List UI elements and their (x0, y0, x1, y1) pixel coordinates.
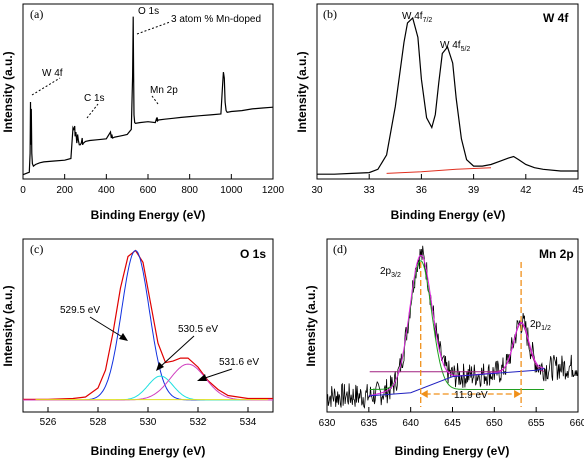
panel-a-tick-label: 600 (140, 185, 157, 196)
annotation-o1s: O 1s (138, 6, 159, 17)
panel-d-tick-label: 635 (360, 418, 377, 429)
panel-b-series-0 (317, 16, 578, 175)
panel-d-mn2p: (d) Mn 2p Binding Energy (eV) Intensity … (304, 238, 584, 458)
annotation-w4f72: W 4f7/2 (402, 11, 432, 24)
mn2p-pointer (151, 95, 159, 105)
panel-b-series-1 (386, 167, 492, 174)
annotation-mn-doped: 3 atom % Mn-doped (171, 14, 261, 25)
c1s-pointer (86, 103, 99, 119)
panel-c-label: (c) (30, 242, 43, 256)
panel-d-title: Mn 2p (539, 247, 574, 261)
arrowhead-529-5 (119, 333, 128, 341)
panel-a-tick-label: 200 (56, 185, 73, 196)
panel-a-tick-label: 1000 (220, 185, 243, 196)
arrowhead-531-6 (197, 374, 207, 381)
panel-b-tick-label: 36 (416, 185, 428, 196)
annotation-w4f: W 4f (42, 68, 63, 79)
panel-a-xlabel: Binding Energy (eV) (91, 208, 206, 222)
panel-b-tick-label: 39 (468, 185, 480, 196)
mn-doped-pointer (136, 21, 171, 35)
panel-b-tick-label: 45 (572, 185, 584, 196)
arrowhead-530-5 (156, 362, 164, 371)
panel-b-w4f: (b) W 4f Binding Energy (eV) Intensity (… (295, 3, 584, 222)
panel-b-xlabel: Binding Energy (eV) (391, 208, 506, 222)
panel-a-tick-label: 400 (98, 185, 115, 196)
arrow-529-5 (89, 316, 125, 339)
panel-a-label: (a) (30, 7, 43, 21)
panel-a-frame (22, 3, 274, 180)
panel-c-series-0 (23, 249, 273, 400)
panel-a-tick-label: 0 (20, 185, 26, 196)
arrow-530-5 (159, 335, 195, 368)
panel-d-tick-label: 640 (402, 418, 419, 429)
annotation-2p12: 2p1/2 (530, 319, 551, 332)
annotation-c1s: C 1s (84, 93, 105, 104)
panel-b-tick-label: 30 (311, 185, 323, 196)
panel-c-tick-label: 530 (140, 417, 157, 428)
w4f-pointer (31, 77, 61, 96)
panel-b-frame (316, 3, 579, 180)
annotation-mn2p: Mn 2p (150, 85, 178, 96)
panel-c-title: O 1s (240, 247, 266, 261)
annotation-529-5: 529.5 eV (60, 305, 100, 316)
panel-d-tick-label: 660 (570, 418, 584, 429)
panel-d-tick-label: 630 (319, 418, 336, 429)
panel-d-series-2 (368, 254, 544, 397)
arrow-531-6 (201, 368, 233, 380)
panel-c-tick-label: 526 (40, 417, 57, 428)
panel-c-tick-label: 532 (190, 417, 207, 428)
annotation-2p32: 2p3/2 (380, 266, 401, 279)
panel-b-label: (b) (323, 7, 337, 21)
panel-a-tick-label: 800 (181, 185, 198, 196)
panel-c-tick-label: 534 (240, 417, 257, 428)
panel-d-tick-label: 650 (486, 418, 503, 429)
panel-a-ylabel: Intensity (a.u.) (1, 51, 15, 132)
gap-arrowhead-right (514, 390, 522, 398)
panel-c-series-1 (23, 249, 273, 401)
gap-arrowhead-left (420, 390, 428, 398)
panel-c-ylabel: Intensity (a.u.) (1, 285, 15, 366)
panel-b-title: W 4f (543, 11, 569, 25)
panel-b-tick-label: 33 (364, 185, 376, 196)
panel-d-label: (d) (333, 242, 347, 256)
panel-c-series-3 (23, 363, 273, 401)
panel-b-ylabel: Intensity (a.u.) (295, 51, 309, 132)
annotation-11-9: 11.9 eV (454, 390, 488, 401)
panel-d-tick-label: 655 (528, 418, 545, 429)
panel-d-series-1 (369, 323, 545, 373)
panel-d-raw-spectrum (326, 245, 578, 409)
panel-d-tick-label: 645 (444, 418, 461, 429)
panel-d-ylabel: Intensity (a.u.) (304, 285, 318, 366)
annotation-530-5: 530.5 eV (178, 324, 218, 335)
panel-a-survey: (a) Binding Energy (eV) Intensity (a.u.)… (1, 3, 285, 222)
panel-d-series-3 (368, 368, 545, 397)
panel-b-tick-label: 42 (520, 185, 532, 196)
panel-d-xlabel: Binding Energy (eV) (395, 444, 510, 458)
panel-a-tick-label: 1200 (262, 185, 285, 196)
panel-a-series-0 (22, 16, 274, 176)
panel-c-tick-label: 528 (90, 417, 107, 428)
panel-c-xlabel: Binding Energy (eV) (91, 444, 206, 458)
annotation-531-6: 531.6 eV (219, 357, 259, 368)
panel-c-o1s: (c) O 1s Binding Energy (eV) Intensity (… (1, 238, 274, 458)
